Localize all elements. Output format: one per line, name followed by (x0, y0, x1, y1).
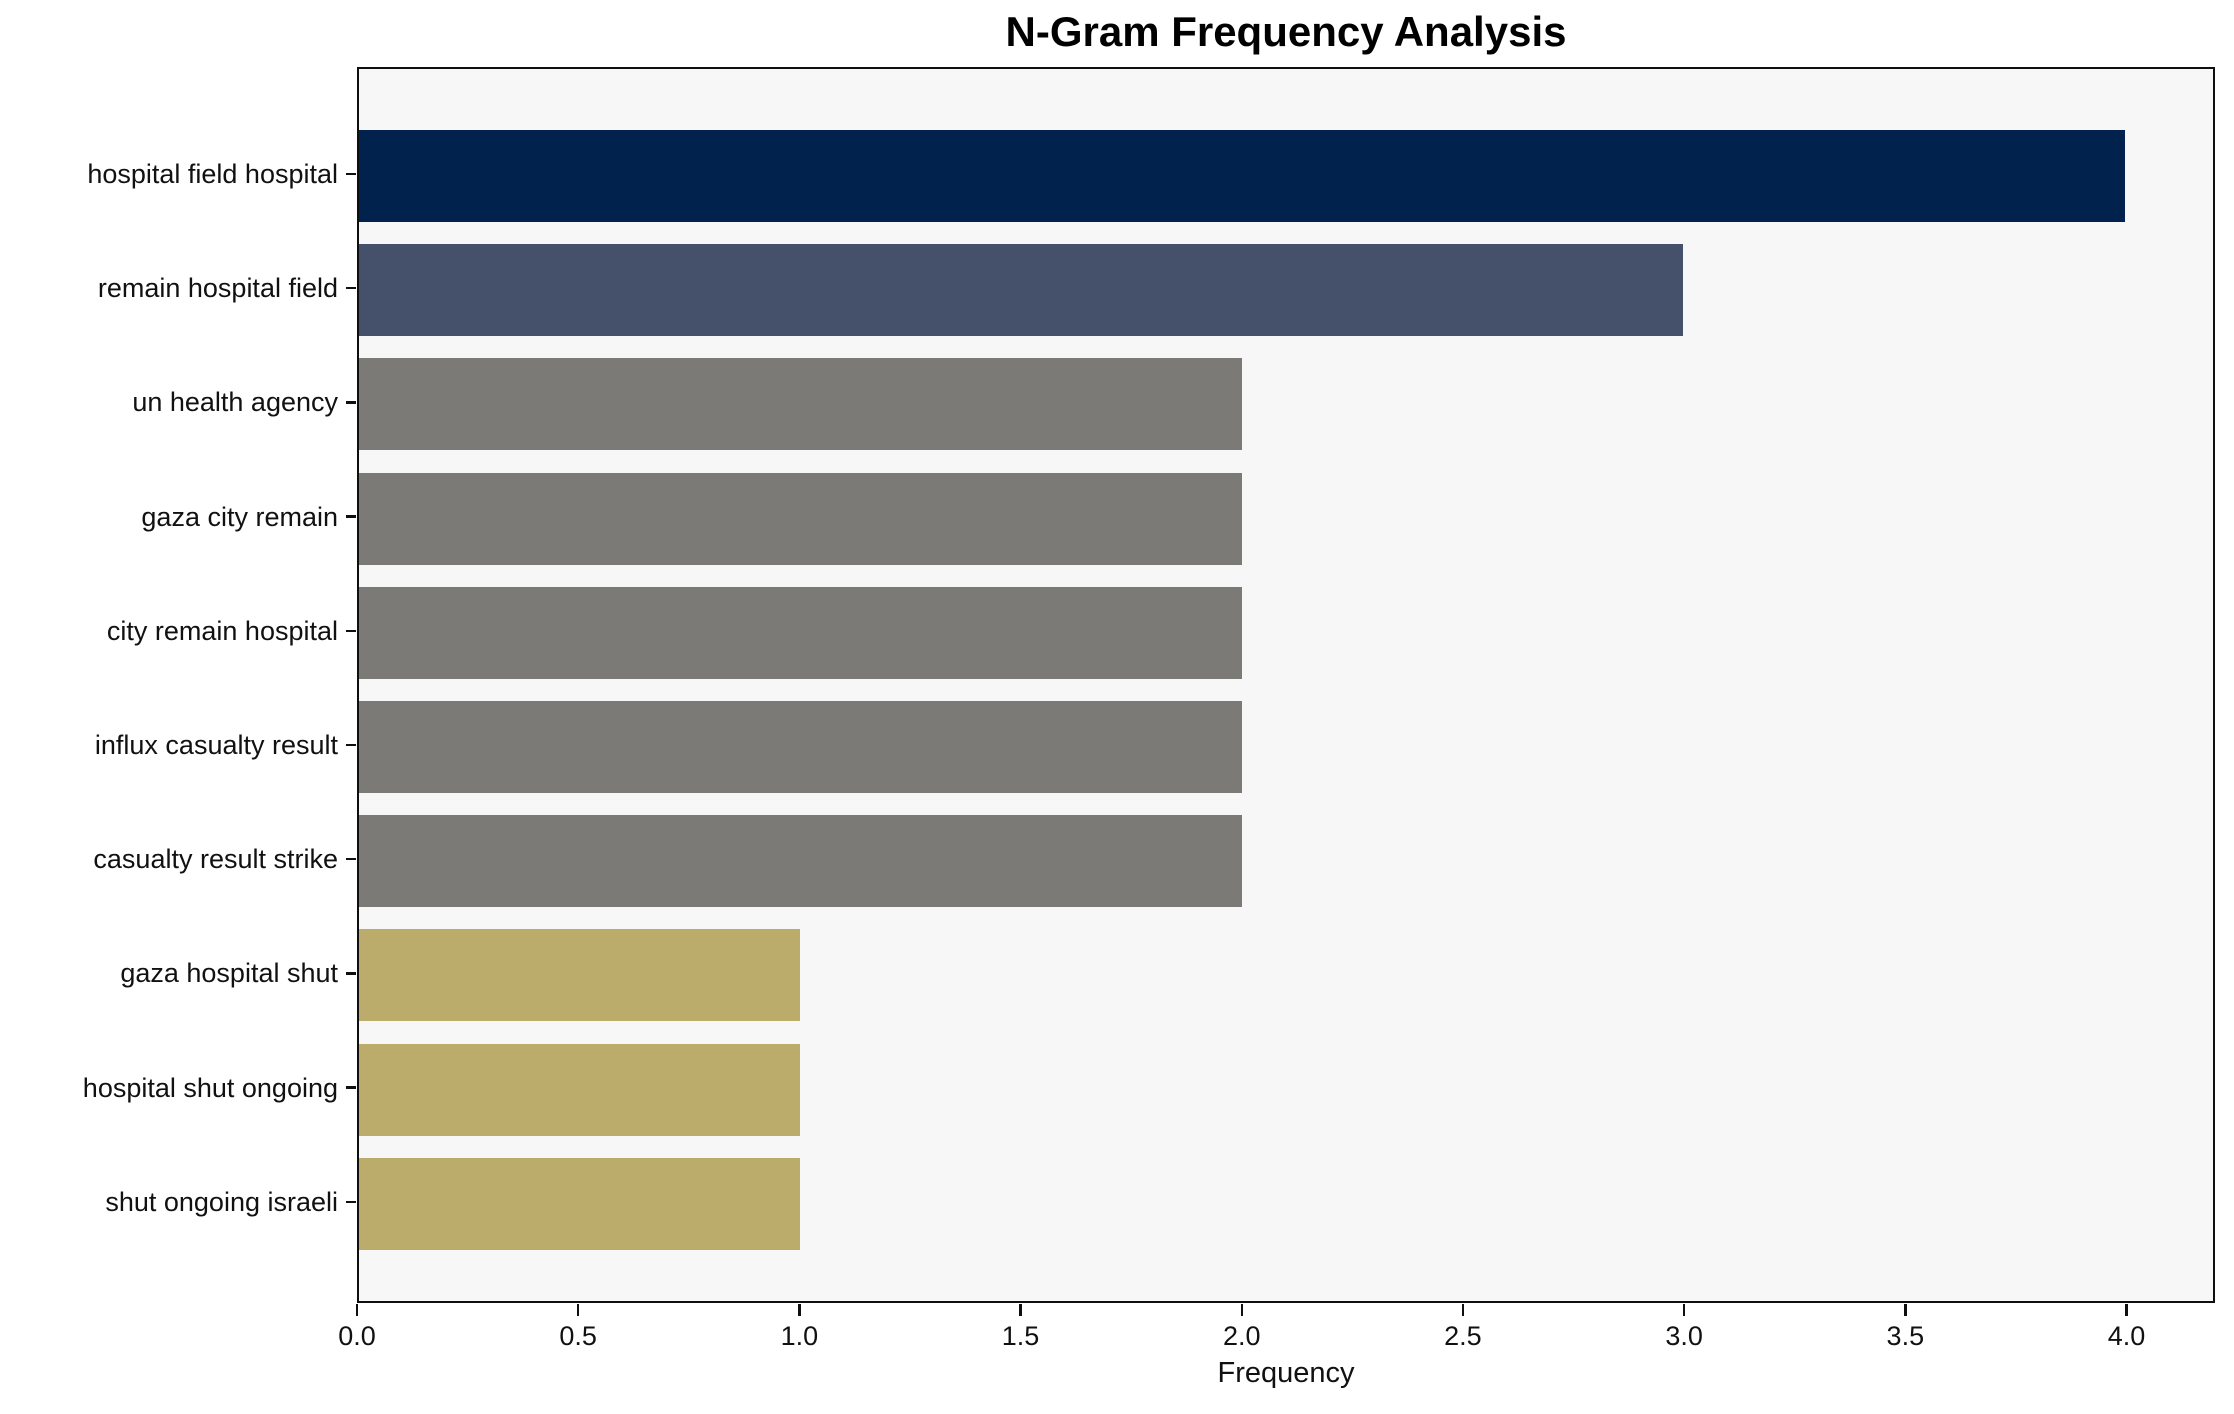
y-tick-label: remain hospital field (97, 273, 338, 304)
y-tick-label: hospital shut ongoing (82, 1072, 338, 1103)
x-tick-label: 3.5 (1886, 1321, 1925, 1351)
y-tick-label: un health agency (132, 387, 338, 418)
x-tick-label: 4.0 (2107, 1321, 2146, 1351)
y-tick-mark (346, 172, 356, 176)
x-tick-mark (798, 1304, 801, 1316)
x-tick-label: 0.0 (338, 1321, 376, 1351)
y-tick-label: hospital field hospital (87, 159, 338, 189)
y-tick-mark (346, 743, 356, 747)
x-tick-mark (1904, 1304, 1907, 1316)
y-tick-mark (346, 401, 356, 404)
x-axis-label: Frequency (1217, 1357, 1355, 1389)
x-tick-label: 3.0 (1665, 1321, 1703, 1351)
bar (359, 358, 1242, 451)
x-tick-label: 2.0 (1222, 1321, 1261, 1351)
bar (359, 1043, 801, 1136)
bar (359, 244, 1684, 337)
chart-title: N-Gram Frequency Analysis (1005, 8, 1567, 55)
x-tick-label: 2.5 (1444, 1321, 1482, 1351)
x-tick-mark (355, 1304, 359, 1316)
x-tick-mark (576, 1304, 580, 1316)
x-tick-mark (1240, 1304, 1243, 1316)
x-tick-mark (1682, 1304, 1686, 1316)
x-tick-label: 1.5 (1001, 1321, 1040, 1351)
x-tick-mark (2125, 1304, 2128, 1316)
y-tick-mark (346, 515, 356, 518)
x-tick-mark (1019, 1304, 1022, 1316)
y-tick-label: city remain hospital (106, 615, 338, 646)
y-tick-mark (346, 1086, 356, 1089)
bar (359, 929, 801, 1022)
y-tick-mark (346, 857, 356, 861)
y-tick-label: influx casualty result (94, 730, 338, 760)
bar (359, 586, 1242, 679)
y-tick-label: gaza city remain (141, 501, 338, 532)
bar (359, 130, 2125, 222)
y-tick-label: shut ongoing israeli (105, 1186, 338, 1217)
y-tick-mark (346, 1200, 356, 1204)
bar (359, 472, 1242, 565)
y-tick-label: casualty result strike (93, 844, 338, 875)
bar (359, 815, 1242, 908)
plot-area (357, 67, 2215, 1303)
bar (359, 701, 1242, 793)
y-tick-mark (346, 286, 356, 290)
y-tick-mark (346, 972, 356, 975)
x-tick-label: 0.5 (559, 1321, 597, 1351)
x-tick-label: 1.0 (780, 1321, 819, 1351)
y-tick-label: gaza hospital shut (120, 958, 338, 989)
x-tick-mark (1461, 1304, 1465, 1316)
y-tick-mark (346, 629, 356, 633)
bar (359, 1157, 801, 1250)
